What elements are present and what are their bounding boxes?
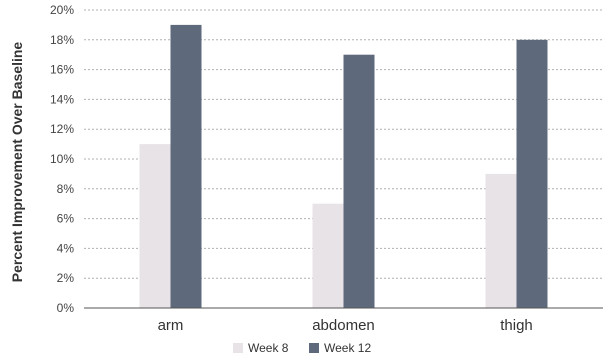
y-tick-label: 16%	[50, 63, 74, 77]
bars	[139, 24, 548, 309]
y-tick-label: 2%	[57, 271, 75, 285]
y-axis-title: Percent Improvement Over Baseline	[9, 42, 25, 283]
y-tick-label: 6%	[57, 212, 75, 226]
legend-swatch	[233, 343, 243, 353]
x-tick-label: arm	[158, 317, 184, 334]
bar-week-12-thigh	[516, 39, 548, 309]
y-tick-label: 10%	[50, 152, 74, 166]
legend: Week 8 Week 12	[233, 341, 371, 355]
x-tick-label: thigh	[500, 317, 533, 334]
y-tick-label: 20%	[50, 3, 74, 17]
y-tick-label: 18%	[50, 33, 74, 47]
x-tick-label: abdomen	[312, 317, 375, 334]
y-tick-label: 0%	[57, 301, 75, 315]
y-tick-label: 14%	[50, 92, 74, 106]
bar-week-8-thigh	[485, 173, 517, 308]
bar-week-12-arm	[170, 24, 202, 309]
y-tick-label: 8%	[57, 182, 75, 196]
legend-label: Week 12	[324, 341, 371, 355]
bar-week-12-abdomen	[343, 54, 375, 309]
legend-swatch	[309, 343, 319, 353]
y-tick-label: 12%	[50, 122, 74, 136]
x-axis-labels: arm abdomen thigh	[158, 317, 533, 334]
bar-week-8-arm	[139, 144, 171, 308]
y-axis-ticks: 0% 2% 4% 6% 8% 10% 12% 14% 16% 18% 20%	[50, 3, 74, 315]
legend-label: Week 8	[248, 341, 289, 355]
bar-week-8-abdomen	[312, 203, 344, 308]
y-tick-label: 4%	[57, 241, 75, 255]
